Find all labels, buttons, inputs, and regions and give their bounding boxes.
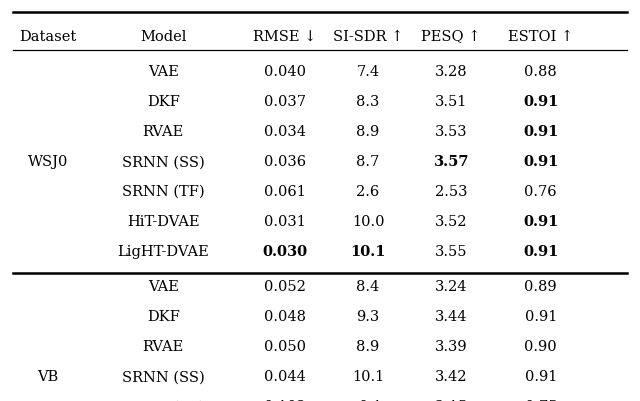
Text: 0.061: 0.061 [264,185,306,198]
Text: 8.9: 8.9 [356,125,380,139]
Text: LigHT-DVAE: LigHT-DVAE [117,245,209,258]
Text: 0.030: 0.030 [262,245,307,258]
Text: 0.050: 0.050 [264,340,306,353]
Text: 10.0: 10.0 [352,215,384,229]
Text: -0.1: -0.1 [354,399,382,401]
Text: SRNN (TF): SRNN (TF) [122,185,205,198]
Text: 3.52: 3.52 [435,215,467,229]
Text: 0.040: 0.040 [264,65,306,79]
Text: Dataset: Dataset [19,30,77,44]
Text: 8.3: 8.3 [356,95,380,109]
Text: 8.4: 8.4 [356,280,380,294]
Text: DKF: DKF [147,95,180,109]
Text: 0.034: 0.034 [264,125,306,139]
Text: 10.1: 10.1 [350,245,386,258]
Text: 0.036: 0.036 [264,155,306,169]
Text: 0.91: 0.91 [523,215,559,229]
Text: 0.044: 0.044 [264,369,306,383]
Text: Model: Model [140,30,186,44]
Text: 9.3: 9.3 [356,310,380,324]
Text: SI-SDR ↑: SI-SDR ↑ [333,30,403,44]
Text: ESTOI ↑: ESTOI ↑ [508,30,573,44]
Text: 0.76: 0.76 [525,185,557,198]
Text: 0.91: 0.91 [525,369,557,383]
Text: 3.55: 3.55 [435,245,467,258]
Text: PESQ ↑: PESQ ↑ [422,30,481,44]
Text: SRNN (SS): SRNN (SS) [122,155,205,169]
Text: WSJ0: WSJ0 [28,155,68,169]
Text: 7.4: 7.4 [356,65,380,79]
Text: HiT-DVAE: HiT-DVAE [127,215,200,229]
Text: 0.91: 0.91 [523,155,559,169]
Text: 0.052: 0.052 [264,280,306,294]
Text: 0.91: 0.91 [523,125,559,139]
Text: 2.6: 2.6 [356,185,380,198]
Text: RVAE: RVAE [143,125,184,139]
Text: 8.7: 8.7 [356,155,380,169]
Text: 3.57: 3.57 [433,155,469,169]
Text: 3.42: 3.42 [435,369,467,383]
Text: 0.91: 0.91 [525,310,557,324]
Text: 0.90: 0.90 [525,340,557,353]
Text: 2.15: 2.15 [435,399,467,401]
Text: DKF: DKF [147,310,180,324]
Text: SRNN (SS): SRNN (SS) [122,369,205,383]
Text: 10.1: 10.1 [352,369,384,383]
Text: VAE: VAE [148,65,179,79]
Text: 8.9: 8.9 [356,340,380,353]
Text: VAE: VAE [148,280,179,294]
Text: 3.28: 3.28 [435,65,467,79]
Text: 0.75: 0.75 [525,399,557,401]
Text: 0.048: 0.048 [264,310,306,324]
Text: 3.39: 3.39 [435,340,467,353]
Text: 0.89: 0.89 [525,280,557,294]
Text: 3.44: 3.44 [435,310,467,324]
Text: 3.53: 3.53 [435,125,467,139]
Text: RVAE: RVAE [143,340,184,353]
Text: 0.031: 0.031 [264,215,306,229]
Text: 0.91: 0.91 [523,95,559,109]
Text: 3.24: 3.24 [435,280,467,294]
Text: VB: VB [37,369,59,383]
Text: 0.88: 0.88 [524,65,557,79]
Text: 0.102: 0.102 [264,399,306,401]
Text: 0.91: 0.91 [523,245,559,258]
Text: 3.51: 3.51 [435,95,467,109]
Text: RMSE ↓: RMSE ↓ [253,30,317,44]
Text: 0.037: 0.037 [264,95,306,109]
Text: 2.53: 2.53 [435,185,467,198]
Text: SRNN (TF): SRNN (TF) [122,399,205,401]
